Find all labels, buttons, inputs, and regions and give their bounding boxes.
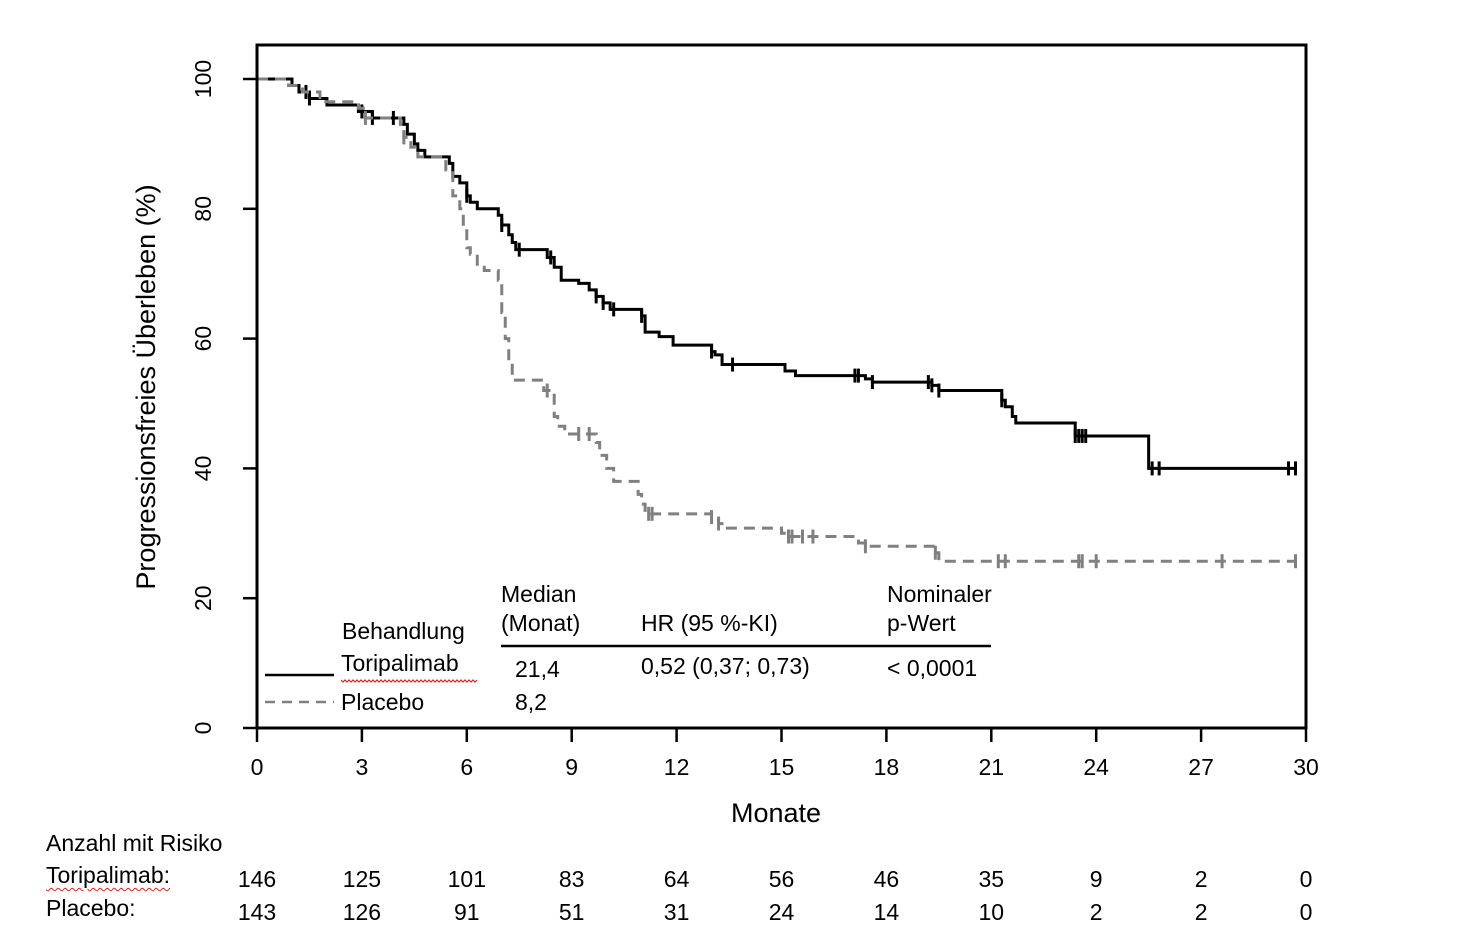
- risk-cell: 56: [768, 866, 795, 892]
- legend-median-placebo: 8,2: [515, 689, 547, 715]
- legend-header-p-2: p-Wert: [887, 610, 956, 636]
- series-line-toripalimab: [257, 77, 1296, 470]
- x-tick-label: 15: [769, 754, 795, 780]
- legend: Median (Monat) Behandlung HR (95 %-KI) N…: [265, 581, 992, 715]
- risk-row-label: Toripalimab:: [46, 862, 170, 888]
- y-tick-label: 0: [190, 722, 216, 735]
- x-tick-label: 9: [565, 754, 578, 780]
- legend-label-toripalimab: Toripalimab: [341, 650, 459, 676]
- x-tick-label: 30: [1293, 754, 1319, 780]
- risk-cell: 0: [1299, 866, 1313, 892]
- risk-cell: 125: [342, 866, 382, 892]
- x-tick-label: 21: [979, 754, 1005, 780]
- y-tick-label: 100: [190, 60, 216, 98]
- risk-cell: 101: [447, 866, 486, 892]
- risk-cell: 51: [558, 899, 585, 925]
- legend-header-treatment: Behandlung: [342, 618, 465, 644]
- risk-cell: 2: [1194, 899, 1208, 925]
- y-tick-label: 60: [190, 326, 216, 352]
- legend-header-hr: HR (95 %-KI): [641, 610, 778, 636]
- risk-cell: 91: [454, 899, 480, 925]
- risk-cell: 10: [978, 899, 1005, 925]
- x-tick-label: 18: [874, 754, 900, 780]
- legend-header-p-1: Nominaler: [887, 581, 992, 607]
- risk-cell: 64: [663, 866, 690, 892]
- x-tick-label: 24: [1083, 754, 1109, 780]
- x-axis-label: Monate: [731, 798, 821, 828]
- risk-row-label: Placebo:: [46, 895, 136, 921]
- risk-cell: 143: [237, 899, 277, 925]
- risk-cell: 83: [558, 866, 585, 892]
- x-tick-label: 12: [664, 754, 690, 780]
- legend-header-median-1: Median: [501, 581, 576, 607]
- legend-hr-toripalimab: 0,52 (0,37; 0,73): [641, 653, 810, 679]
- axes-layer: 0 3 6 9 12 15 18 21 24 27 30 0 20 40 60 80 100: [190, 60, 1319, 780]
- y-tick-label: 80: [190, 196, 216, 222]
- x-tick-label: 3: [356, 754, 369, 780]
- spellcheck-squiggle: [340, 679, 478, 683]
- risk-cell: 24: [768, 899, 795, 925]
- series-line-placebo: [257, 77, 1296, 563]
- risk-cell: 9: [1089, 866, 1103, 892]
- risk-cell: 46: [873, 866, 900, 892]
- legend-median-toripalimab: 21,4: [515, 656, 560, 682]
- x-tick-label: 27: [1188, 754, 1214, 780]
- legend-header-median-2: (Monat): [501, 610, 580, 636]
- series-layer: [257, 77, 1298, 569]
- risk-cell: 126: [342, 899, 382, 925]
- risk-cell: 14: [873, 899, 900, 925]
- y-axis-label: Progressionsfreies Überleben (%): [131, 184, 161, 589]
- legend-label-placebo: Placebo: [341, 689, 424, 715]
- risk-cell: 2: [1089, 899, 1103, 925]
- risk-cell: 0: [1299, 899, 1313, 925]
- risk-table-title: Anzahl mit Risiko: [46, 830, 223, 856]
- y-tick-label: 40: [190, 456, 216, 482]
- y-tick-label: 20: [190, 585, 216, 611]
- risk-cell: 35: [978, 866, 1005, 892]
- risk-cell: 2: [1194, 866, 1208, 892]
- risk-cell: 146: [237, 866, 277, 892]
- legend-p-toripalimab: < 0,0001: [887, 655, 977, 681]
- x-tick-label: 6: [460, 754, 473, 780]
- risk-cell: 31: [663, 899, 690, 925]
- x-tick-label: 0: [251, 754, 264, 780]
